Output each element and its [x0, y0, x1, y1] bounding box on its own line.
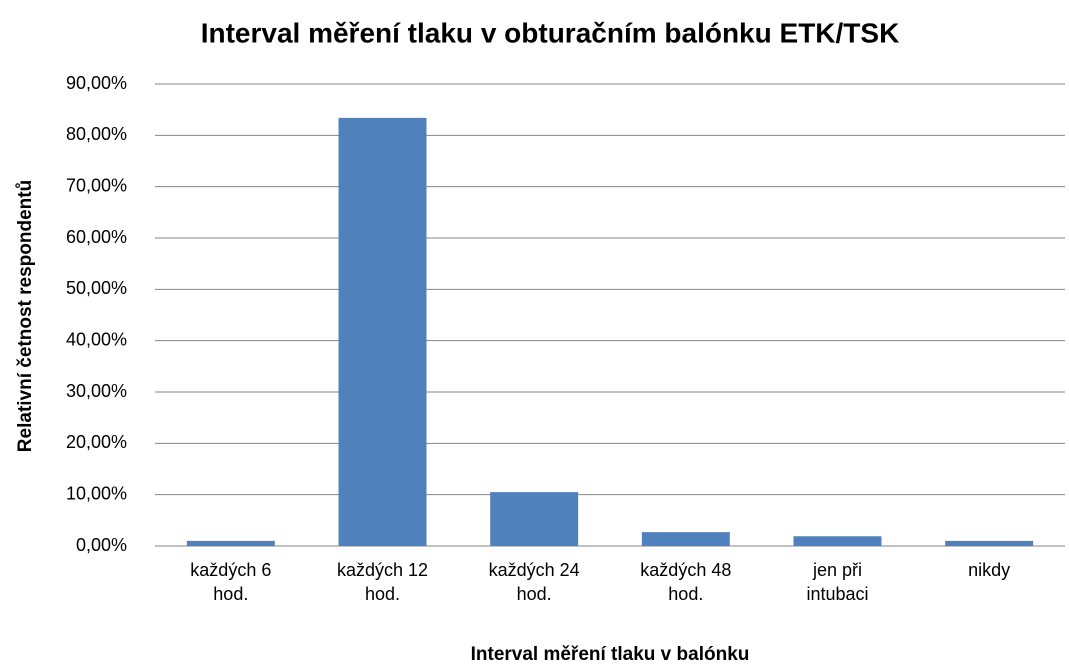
x-tick-label: každých 6 hod. [190, 560, 272, 604]
bar [186, 540, 275, 546]
x-tick-label: každých 48 hod. [640, 560, 732, 604]
bar [338, 117, 427, 546]
x-tick-label: každých 12 hod. [336, 560, 429, 604]
x-axis-title: Interval měření tlaku v balónku [471, 644, 750, 664]
bar [945, 540, 1034, 546]
y-tick-label: 50,00% [66, 278, 127, 298]
y-tick-label: 10,00% [66, 483, 127, 503]
bar [490, 492, 579, 546]
y-axis-title: Relativní četnost respondentů [15, 180, 36, 452]
y-tick-label: 40,00% [66, 329, 127, 349]
x-tick-label: každých 24 hod. [488, 560, 580, 604]
chart-title: Interval měření tlaku v obturačním balón… [201, 17, 900, 48]
y-tick-label: 80,00% [66, 124, 127, 144]
y-tick-label: 30,00% [66, 381, 127, 401]
y-tick-label: 90,00% [66, 73, 127, 93]
bar [641, 532, 730, 546]
y-tick-label: 60,00% [66, 227, 127, 247]
y-tick-label: 20,00% [66, 432, 127, 452]
bar [793, 536, 882, 546]
y-tick-label: 0,00% [76, 535, 127, 555]
x-tick-label: nikdy [968, 560, 1011, 580]
y-tick-label: 70,00% [66, 175, 127, 195]
x-tick-label: jen při intubaci [806, 560, 869, 604]
